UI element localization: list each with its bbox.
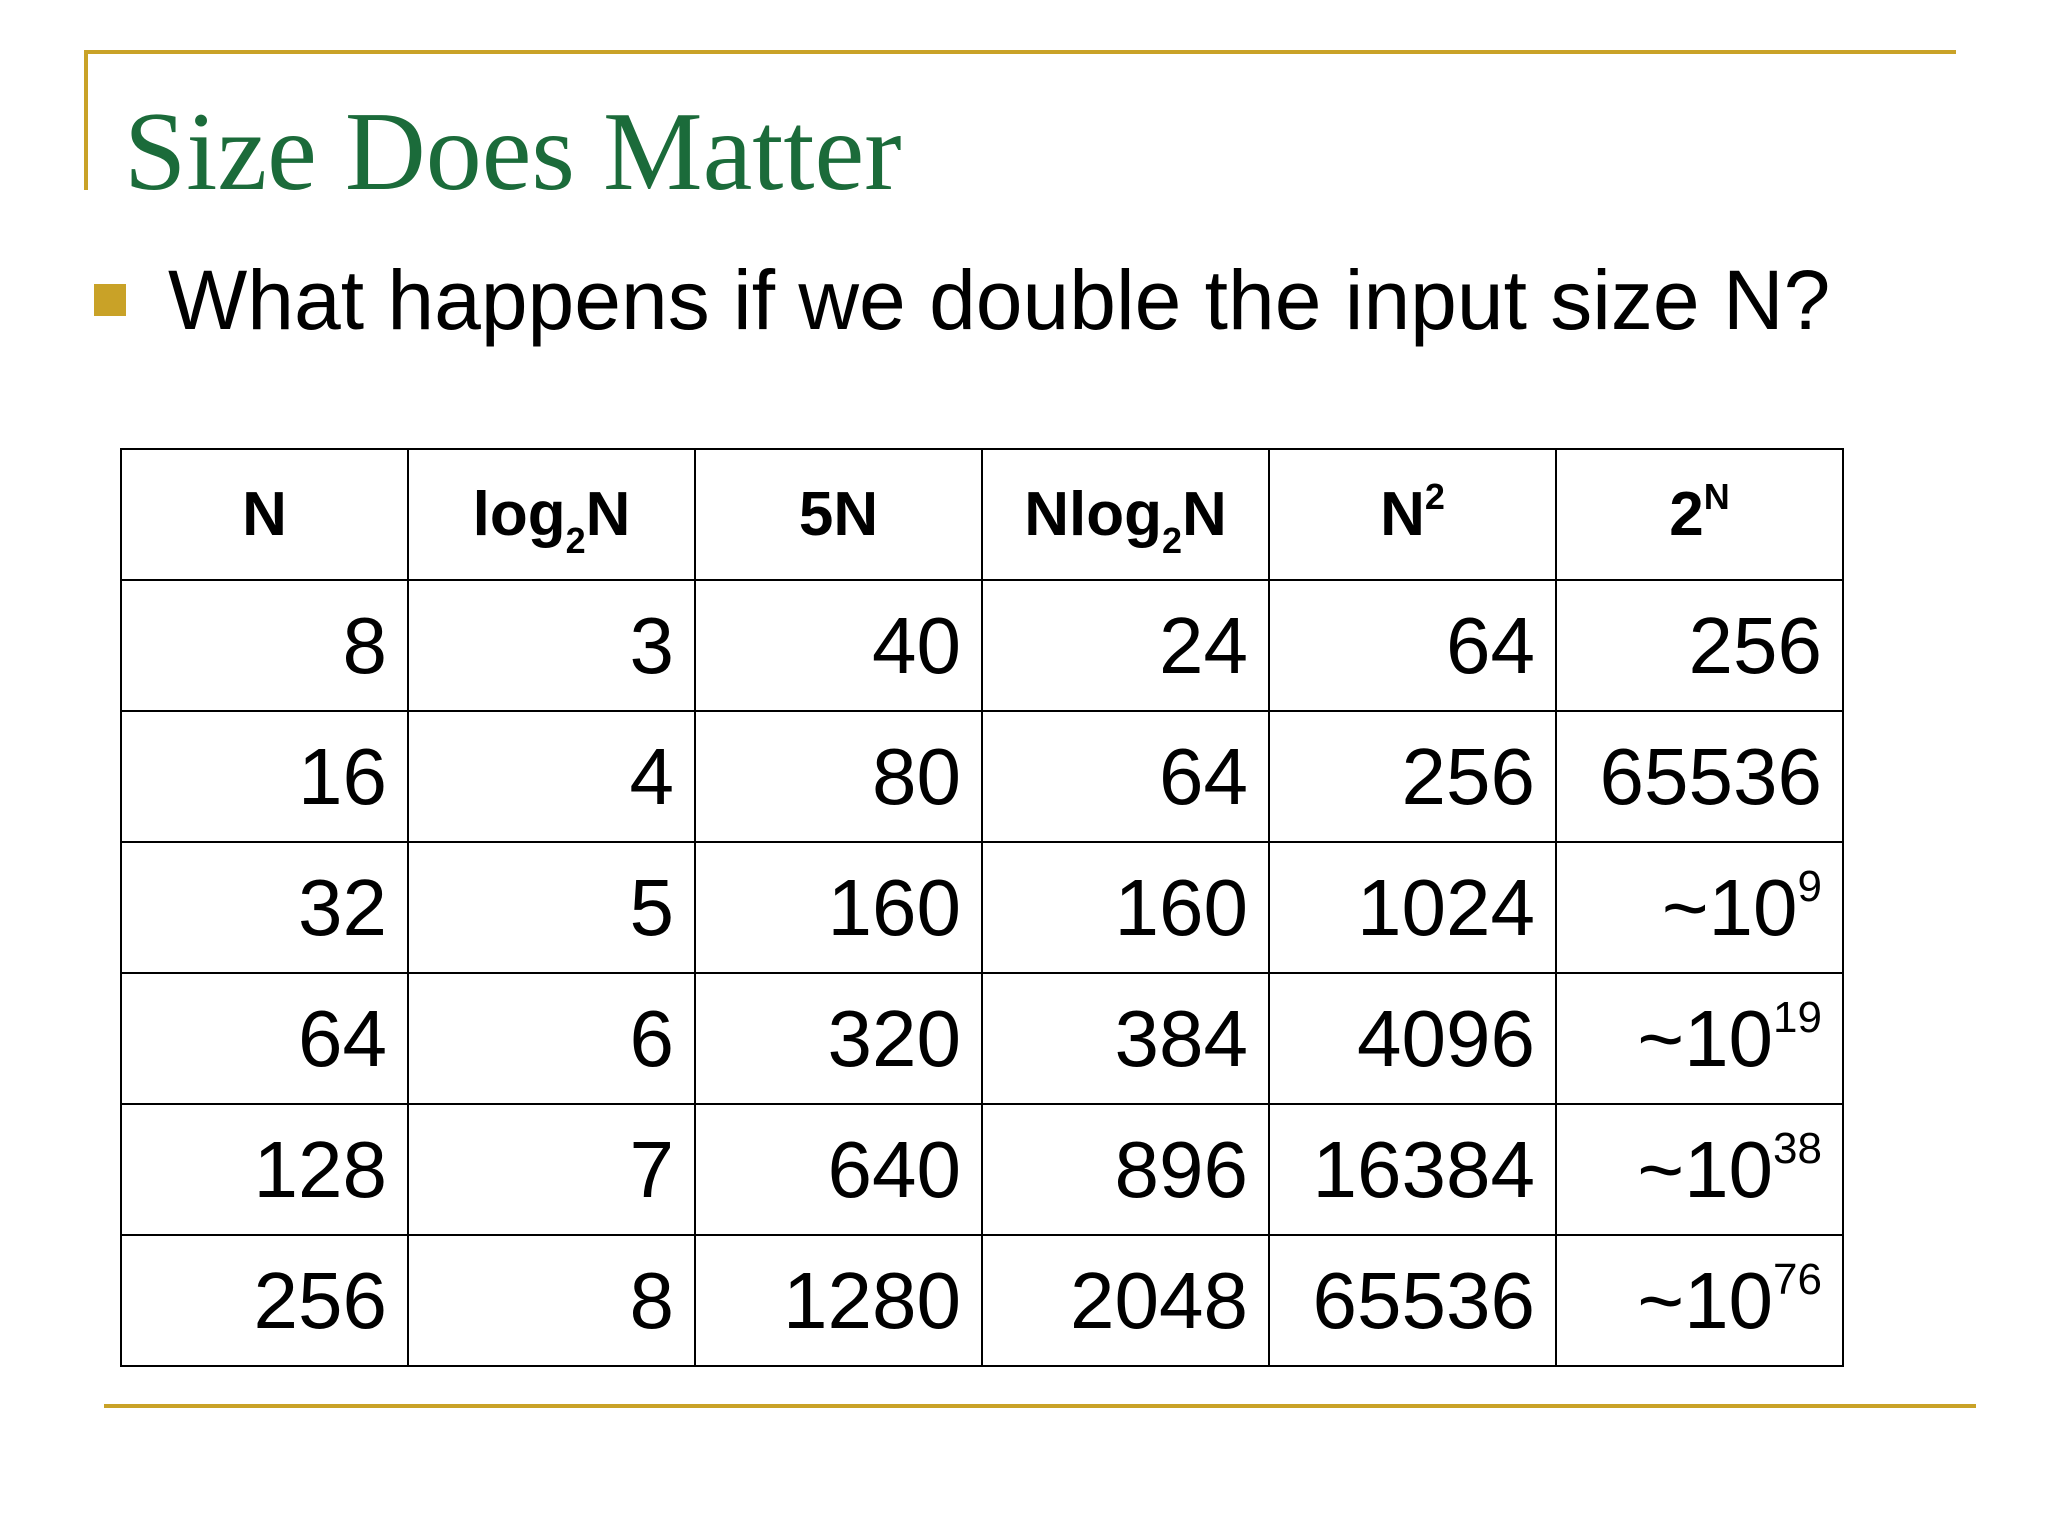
table-cell: 256 (1268, 710, 1557, 843)
table-cell: 8 (120, 579, 409, 712)
table-cell: 1280 (694, 1234, 983, 1367)
table-cell: ~1076 (1555, 1234, 1844, 1367)
table-cell: 8 (407, 1234, 696, 1367)
bottom-rule (104, 1404, 1976, 1408)
table-cell: 1024 (1268, 841, 1557, 974)
exponent: 76 (1773, 1254, 1822, 1304)
table-row: 16 4 80 64 256 65536 (120, 710, 1844, 843)
exponent: 38 (1773, 1123, 1822, 1173)
table-cell: 4 (407, 710, 696, 843)
table-cell: 24 (981, 579, 1270, 712)
table-row: 128 7 640 896 16384 ~1038 (120, 1103, 1844, 1236)
header-cell: 5N (694, 448, 983, 581)
table-cell: 16 (120, 710, 409, 843)
table-cell: 64 (120, 972, 409, 1105)
table-cell: 16384 (1268, 1103, 1557, 1236)
table-cell: 160 (981, 841, 1270, 974)
bullet-text: What happens if we double the input size… (168, 253, 1831, 347)
exponent: 19 (1773, 992, 1822, 1042)
table-cell: 6 (407, 972, 696, 1105)
top-rule (84, 50, 1956, 54)
header-cell: 2N (1555, 448, 1844, 581)
left-rule (84, 50, 88, 190)
header-cell: N (120, 448, 409, 581)
table-cell: 65536 (1268, 1234, 1557, 1367)
table-cell: 4096 (1268, 972, 1557, 1105)
table-cell: ~1038 (1555, 1103, 1844, 1236)
slide-title: Size Does Matter (124, 90, 902, 214)
table-cell: 160 (694, 841, 983, 974)
table-cell: 2048 (981, 1234, 1270, 1367)
table-cell: 65536 (1555, 710, 1844, 843)
table-cell: 896 (981, 1103, 1270, 1236)
bullet-square-icon (94, 284, 126, 316)
table-body: 8 3 40 24 64 256 16 4 80 64 256 65536 32 5 160 160 1024 ~… (120, 579, 1844, 1367)
header-cell: N2 (1268, 448, 1557, 581)
table-cell: 320 (694, 972, 983, 1105)
table-row: 8 3 40 24 64 256 (120, 579, 1844, 712)
table-row: 32 5 160 160 1024 ~109 (120, 841, 1844, 974)
table-cell: 3 (407, 579, 696, 712)
exponent: 9 (1797, 861, 1822, 911)
table-cell: 384 (981, 972, 1270, 1105)
table-cell: 640 (694, 1103, 983, 1236)
table-cell: 40 (694, 579, 983, 712)
table-row: 64 6 320 384 4096 ~1019 (120, 972, 1844, 1105)
table-cell: 128 (120, 1103, 409, 1236)
table-cell: 80 (694, 710, 983, 843)
table-row: 256 8 1280 2048 65536 ~1076 (120, 1234, 1844, 1367)
header-cell: Nlog2N (981, 448, 1270, 581)
growth-table: N log2N 5N Nlog2N N2 2N 8 3 40 24 64 256 16 4 80… (120, 448, 1844, 1367)
table-cell: 64 (1268, 579, 1557, 712)
table-cell: 7 (407, 1103, 696, 1236)
table-cell: 32 (120, 841, 409, 974)
header-cell: log2N (407, 448, 696, 581)
table-cell: 64 (981, 710, 1270, 843)
table-cell: 256 (120, 1234, 409, 1367)
table-cell: ~109 (1555, 841, 1844, 974)
bullet-item: What happens if we double the input size… (94, 258, 1830, 342)
table-cell: ~1019 (1555, 972, 1844, 1105)
table-cell: 5 (407, 841, 696, 974)
header-row: N log2N 5N Nlog2N N2 2N (120, 448, 1844, 581)
table-cell: 256 (1555, 579, 1844, 712)
